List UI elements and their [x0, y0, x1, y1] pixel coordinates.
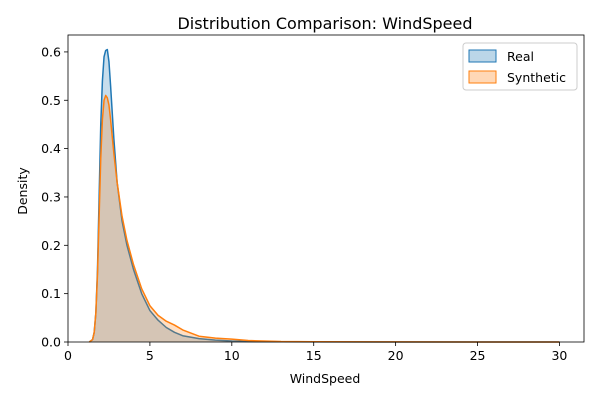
area-fill-real: [89, 49, 560, 342]
x-tick-label: 25: [470, 348, 486, 363]
y-tick-label: 0.0: [41, 335, 61, 350]
y-tick-label: 0.2: [41, 238, 61, 253]
x-tick-label: 0: [64, 348, 72, 363]
x-axis-label: WindSpeed: [290, 371, 361, 386]
legend-label-real: Real: [507, 49, 534, 64]
y-tick-label: 0.1: [41, 286, 61, 301]
y-tick-label: 0.3: [41, 189, 61, 204]
y-tick-label: 0.6: [41, 44, 61, 59]
x-tick-label: 10: [224, 348, 240, 363]
y-tick-label: 0.4: [41, 141, 61, 156]
y-tick-label: 0.5: [41, 93, 61, 108]
area-fill-synthetic: [89, 95, 560, 343]
y-axis-label: Density: [15, 167, 30, 215]
density-areas: [88, 48, 560, 343]
legend-label-synthetic: Synthetic: [507, 70, 566, 85]
series-line-real: [88, 48, 560, 343]
legend-swatch-real: [468, 49, 497, 63]
x-tick-label: 30: [551, 348, 567, 363]
legend: Real Synthetic: [462, 42, 578, 91]
legend-frame: [462, 42, 578, 91]
series-line-synthetic: [88, 94, 560, 343]
x-tick-label: 5: [146, 348, 154, 363]
x-tick-label: 15: [306, 348, 322, 363]
x-tick-label: 20: [388, 348, 404, 363]
chart-title: Distribution Comparison: WindSpeed: [177, 14, 472, 33]
y-axis-ticks: 0.0 0.1 0.2 0.3 0.4 0.5 0.6: [41, 44, 68, 350]
plot-frame: [67, 34, 585, 343]
legend-swatch-synthetic: [468, 70, 497, 84]
x-axis-ticks: 0 5 10 15 20 25 30: [64, 342, 567, 363]
